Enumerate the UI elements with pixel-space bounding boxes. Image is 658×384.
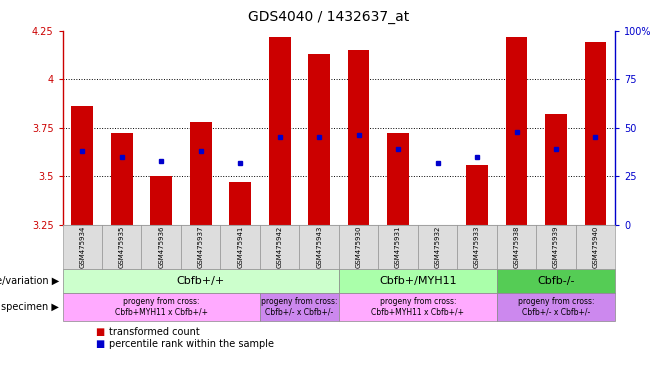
Text: GSM475934: GSM475934 xyxy=(79,225,86,268)
Text: GSM475931: GSM475931 xyxy=(395,225,401,268)
Text: GDS4040 / 1432637_at: GDS4040 / 1432637_at xyxy=(248,10,410,23)
Text: GSM475940: GSM475940 xyxy=(592,225,599,268)
Text: progeny from cross:
Cbfb+MYH11 x Cbfb+/+: progeny from cross: Cbfb+MYH11 x Cbfb+/+ xyxy=(371,297,465,317)
Text: GSM475936: GSM475936 xyxy=(158,225,164,268)
Text: progeny from cross:
Cbfb+/- x Cbfb+/-: progeny from cross: Cbfb+/- x Cbfb+/- xyxy=(261,297,338,317)
Text: transformed count: transformed count xyxy=(109,327,199,337)
Text: genotype/variation ▶: genotype/variation ▶ xyxy=(0,276,59,286)
Text: progeny from cross:
Cbfb+MYH11 x Cbfb+/+: progeny from cross: Cbfb+MYH11 x Cbfb+/+ xyxy=(114,297,208,317)
Bar xyxy=(347,50,370,225)
Text: percentile rank within the sample: percentile rank within the sample xyxy=(109,339,274,349)
Text: GSM475941: GSM475941 xyxy=(237,225,243,268)
Bar xyxy=(308,54,330,225)
Text: GSM475938: GSM475938 xyxy=(513,225,520,268)
Bar xyxy=(150,176,172,225)
Text: GSM475932: GSM475932 xyxy=(434,225,441,268)
Text: Cbfb+/MYH11: Cbfb+/MYH11 xyxy=(379,276,457,286)
Bar xyxy=(545,114,567,225)
Bar xyxy=(387,134,409,225)
Text: GSM475943: GSM475943 xyxy=(316,225,322,268)
Text: progeny from cross:
Cbfb+/- x Cbfb+/-: progeny from cross: Cbfb+/- x Cbfb+/- xyxy=(518,297,594,317)
Bar xyxy=(71,106,93,225)
Text: ■: ■ xyxy=(95,327,105,337)
Text: specimen ▶: specimen ▶ xyxy=(1,302,59,312)
Bar xyxy=(466,164,488,225)
Text: GSM475935: GSM475935 xyxy=(118,225,125,268)
Bar xyxy=(111,134,132,225)
Text: Cbfb-/-: Cbfb-/- xyxy=(538,276,574,286)
Text: Cbfb+/+: Cbfb+/+ xyxy=(176,276,225,286)
Text: GSM475942: GSM475942 xyxy=(276,225,283,268)
Bar xyxy=(269,36,291,225)
Text: ■: ■ xyxy=(95,339,105,349)
Text: GSM475939: GSM475939 xyxy=(553,225,559,268)
Bar xyxy=(584,42,607,225)
Bar xyxy=(505,36,527,225)
Bar xyxy=(190,122,212,225)
Text: GSM475930: GSM475930 xyxy=(355,225,362,268)
Text: GSM475937: GSM475937 xyxy=(197,225,204,268)
Bar xyxy=(229,182,251,225)
Text: GSM475933: GSM475933 xyxy=(474,225,480,268)
